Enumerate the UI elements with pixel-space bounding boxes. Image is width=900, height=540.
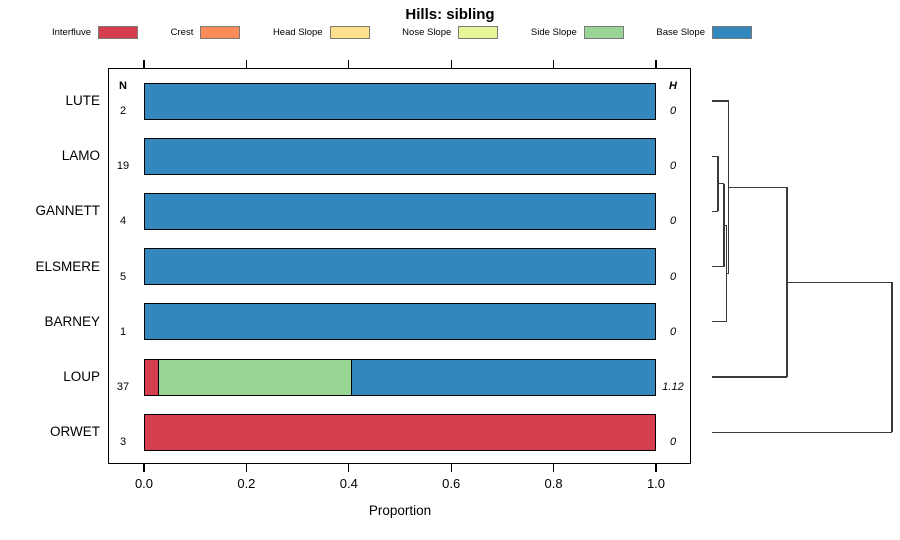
dendrogram-segment [891,282,893,433]
legend: Interfluve Crest Head Slope Nose Slope Side … [52,26,752,39]
n-column-header: N [119,80,127,92]
dendrogram-segment [727,101,730,274]
dendrogram-segment [786,187,788,377]
x-axis-title: Proportion [368,503,432,518]
dendrogram-segment [718,183,724,185]
axis-tick-label: 0.6 [442,476,461,491]
bar-segment [145,249,655,285]
h-column-header: H [669,80,677,92]
h-value: 0 [669,215,677,228]
dendrogram-segment [712,376,787,378]
axis-tick-label: 1.0 [646,476,666,491]
dendrogram-segment [726,272,729,275]
axis-tick-label: 0.0 [134,476,154,491]
bar-segment [145,359,159,395]
axis-tick [553,464,555,472]
legend-swatch [583,26,624,39]
bar-segment [158,359,352,395]
dendrogram-segment [725,225,728,322]
dendrogram-segment [787,281,892,283]
h-value: 1.12 [662,381,684,393]
axis-tick [245,464,247,472]
legend-label: Nose Slope [402,27,452,38]
dendrogram-segment [717,156,719,212]
bar-segment [351,359,655,395]
axis-tick [245,60,247,68]
series-label: LUTE [65,93,100,108]
legend-item: Side Slope [531,26,624,39]
dendrogram-segment [712,265,724,268]
axis-tick [450,464,452,472]
dendrogram-segment [712,155,718,157]
axis-tick [143,60,145,68]
stacked-bar [144,192,656,230]
stacked-bar [144,303,656,341]
n-value: 2 [119,105,127,117]
n-value: 1 [119,325,127,338]
legend-label: Crest [170,27,194,38]
bar-segment [145,193,655,229]
series-label: GANNETT [35,203,100,219]
legend-label: Base Slope [656,27,705,38]
axis-tick [143,464,145,472]
stacked-bar [144,358,656,396]
n-value: 19 [116,160,130,173]
dendrogram-segment [712,210,718,213]
n-value: 37 [116,381,130,393]
legend-item: Crest [171,26,241,39]
stacked-bar [144,413,656,451]
h-value: 0 [669,160,677,173]
stacked-bar [144,248,656,286]
dendrogram-segment [712,321,727,323]
legend-swatch [98,26,139,39]
series-label: LOUP [63,369,100,384]
legend-item: Head Slope [273,26,370,39]
h-value: 0 [669,436,677,449]
n-value: 4 [119,215,127,228]
dendrogram-segment [712,100,729,102]
legend-item: Base Slope [656,26,752,39]
legend-swatch [329,26,370,39]
legend-swatch [712,26,752,39]
h-value: 0 [669,105,677,117]
dendrogram-segment [723,183,725,267]
legend-item: Interfluve [52,26,139,39]
axis-tick [655,464,657,472]
dendrogram-segment [728,186,787,188]
bar-segment [145,83,655,119]
n-value: 3 [119,436,127,449]
axis-tick [450,60,452,68]
axis-tick [348,464,350,472]
axis-tick-label: 0.4 [339,476,358,491]
legend-label: Head Slope [272,27,323,38]
h-value: 0 [669,325,677,338]
axis-tick [553,60,555,68]
bar-segment [145,138,655,174]
axis-tick [655,60,657,68]
dendrogram-segment [724,224,727,226]
dendrogram-segment [712,431,892,433]
legend-label: Side Slope [530,27,577,38]
series-label: ELSMERE [35,258,100,274]
chart-title: Hills: sibling [405,6,495,23]
axis-tick-label: 0.8 [544,476,563,491]
series-label: LAMO [61,148,100,164]
series-label: ORWET [50,424,100,440]
legend-swatch [458,26,499,39]
bar-segment [145,304,655,340]
plot-box [108,68,691,464]
stacked-bar [144,82,656,120]
bar-segment [145,414,655,450]
axis-tick [348,60,350,68]
legend-label: Interfluve [52,27,92,38]
stacked-bar [144,137,656,175]
axis-tick-label: 0.2 [237,476,256,491]
series-label: BARNEY [44,313,100,329]
h-value: 0 [669,270,677,283]
legend-item: Nose Slope [402,26,499,39]
n-value: 5 [119,270,127,283]
legend-swatch [200,26,241,39]
